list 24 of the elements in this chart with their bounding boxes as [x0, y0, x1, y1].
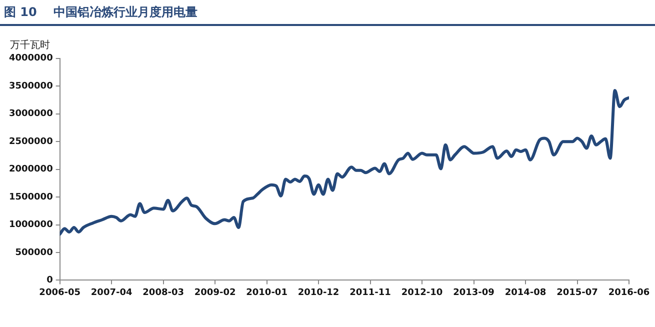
y-tick-label: 500000 — [15, 248, 53, 258]
x-tick-label: 2016-06 — [608, 288, 650, 298]
y-tick-label: 3500000 — [8, 81, 53, 92]
line-series — [60, 89, 629, 236]
y-tick-label: 1000000 — [8, 220, 53, 230]
x-tick-label: 2010-12 — [298, 288, 340, 298]
x-tick-label: 2007-04 — [90, 288, 132, 298]
x-tick-label: 2014-08 — [504, 288, 546, 298]
x-tick-label: 2013-09 — [453, 288, 494, 298]
y-axis-title: 万千瓦时 — [10, 38, 50, 52]
y-tick-label: 3000000 — [8, 109, 53, 120]
y-tick-label: 4000000 — [8, 54, 53, 64]
y-tick-label: 2500000 — [8, 136, 53, 147]
y-tick-label: 0 — [46, 276, 53, 286]
y-tick-label: 1500000 — [8, 192, 53, 202]
x-tick-label: 2009-02 — [194, 288, 236, 298]
x-tick-label: 2012-10 — [401, 288, 443, 298]
y-tick-label: 2000000 — [8, 164, 53, 175]
x-tick-label: 2006-05 — [39, 288, 80, 298]
x-tick-label: 2010-01 — [246, 288, 288, 298]
x-tick-label: 2015-07 — [556, 288, 598, 298]
chart-title: 图 10 中国铝冶炼行业月度用电量 — [4, 4, 198, 21]
x-tick-label: 2011-11 — [350, 288, 391, 298]
x-tick-label: 2008-03 — [142, 288, 184, 298]
